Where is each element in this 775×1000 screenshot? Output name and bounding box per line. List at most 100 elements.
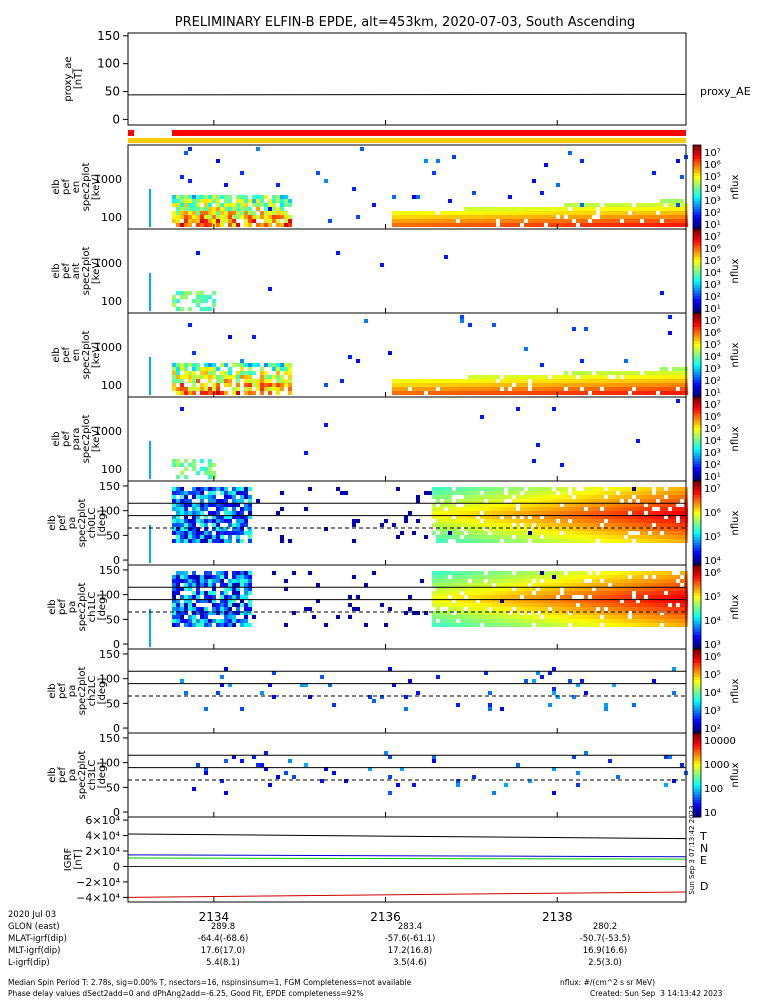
- cell: [516, 215, 520, 219]
- cell: [508, 391, 512, 395]
- cell: [612, 379, 616, 383]
- cell: [516, 623, 520, 627]
- cell: [456, 487, 460, 491]
- colorbar-cell: [693, 159, 701, 163]
- cell: [604, 391, 608, 395]
- cell: [532, 571, 536, 575]
- cell: [440, 223, 444, 227]
- cell: [264, 363, 268, 367]
- cell: [644, 591, 648, 595]
- cell: [276, 379, 280, 383]
- colorbar-cell: [693, 786, 701, 790]
- cell: [508, 195, 512, 199]
- cell: [200, 519, 204, 523]
- cell: [572, 571, 576, 575]
- cell: [612, 623, 616, 627]
- cell: [228, 535, 232, 539]
- cell: [640, 599, 644, 603]
- cell: [272, 219, 276, 223]
- cell: [568, 383, 572, 387]
- cell: [556, 207, 560, 211]
- cell: [536, 487, 540, 491]
- cell: [632, 583, 636, 587]
- ylabel-pa-ch1-4: ch1LC: [87, 592, 98, 623]
- cell: [256, 383, 260, 387]
- cell: [596, 603, 600, 607]
- cell: [668, 315, 672, 319]
- cell: [604, 387, 608, 391]
- cell: [252, 755, 256, 759]
- cell: [496, 587, 500, 591]
- cell: [468, 499, 472, 503]
- cell: [548, 579, 552, 583]
- cell: [208, 619, 212, 623]
- cell: [204, 515, 208, 519]
- cell: [512, 583, 516, 587]
- cell: [416, 379, 420, 383]
- ylabel-spec-ant-1: pef: [61, 263, 72, 280]
- cell: [560, 219, 564, 223]
- cell: [244, 203, 248, 207]
- cell: [212, 535, 216, 539]
- colorbar-cell: [693, 173, 701, 177]
- cell: [240, 499, 244, 503]
- cell: [204, 531, 208, 535]
- colorbar-cell: [693, 338, 701, 342]
- cell: [424, 223, 428, 227]
- cell: [552, 611, 556, 615]
- cell: [188, 179, 192, 183]
- cell: [408, 679, 412, 683]
- colorbar-cell: [693, 422, 701, 426]
- cell: [552, 623, 556, 627]
- cell: [220, 491, 224, 495]
- cell: [464, 571, 468, 575]
- cell: [424, 387, 428, 391]
- cell: [212, 499, 216, 503]
- cell: [244, 387, 248, 391]
- cell: [496, 383, 500, 387]
- cell: [424, 159, 428, 163]
- cell: [232, 603, 236, 607]
- cell: [656, 487, 660, 491]
- cell: [532, 375, 536, 379]
- cell: [564, 503, 568, 507]
- cell: [464, 219, 468, 223]
- cell: [672, 207, 676, 211]
- cell: [200, 371, 204, 375]
- cell: [524, 615, 528, 619]
- cell: [224, 603, 228, 607]
- cell: [608, 619, 612, 623]
- cell: [204, 375, 208, 379]
- cell: [636, 387, 640, 391]
- cell: [488, 499, 492, 503]
- cell: [232, 579, 236, 583]
- cell: [280, 491, 284, 495]
- cell: [228, 599, 232, 603]
- cell: [564, 583, 568, 587]
- cell: [564, 487, 568, 491]
- cell: [232, 491, 236, 495]
- cell: [236, 215, 240, 219]
- cell: [608, 595, 612, 599]
- cell: [532, 179, 536, 183]
- colorbar-tick-spec-en-2-1: 10⁶: [704, 328, 721, 339]
- colorbar-cell: [693, 800, 701, 804]
- cell: [680, 623, 684, 627]
- cell: [500, 575, 504, 579]
- cell: [668, 583, 672, 587]
- cell: [580, 495, 584, 499]
- cell: [680, 223, 684, 227]
- cell: [520, 211, 524, 215]
- cell: [636, 519, 640, 523]
- cell: [500, 523, 504, 527]
- cell: [504, 219, 508, 223]
- cell: [640, 611, 644, 615]
- cell: [200, 291, 204, 295]
- cell: [596, 623, 600, 627]
- cell: [200, 307, 204, 311]
- cell: [484, 535, 488, 539]
- cell: [624, 219, 628, 223]
- cell: [228, 683, 232, 687]
- cell: [660, 575, 664, 579]
- cell: [504, 523, 508, 527]
